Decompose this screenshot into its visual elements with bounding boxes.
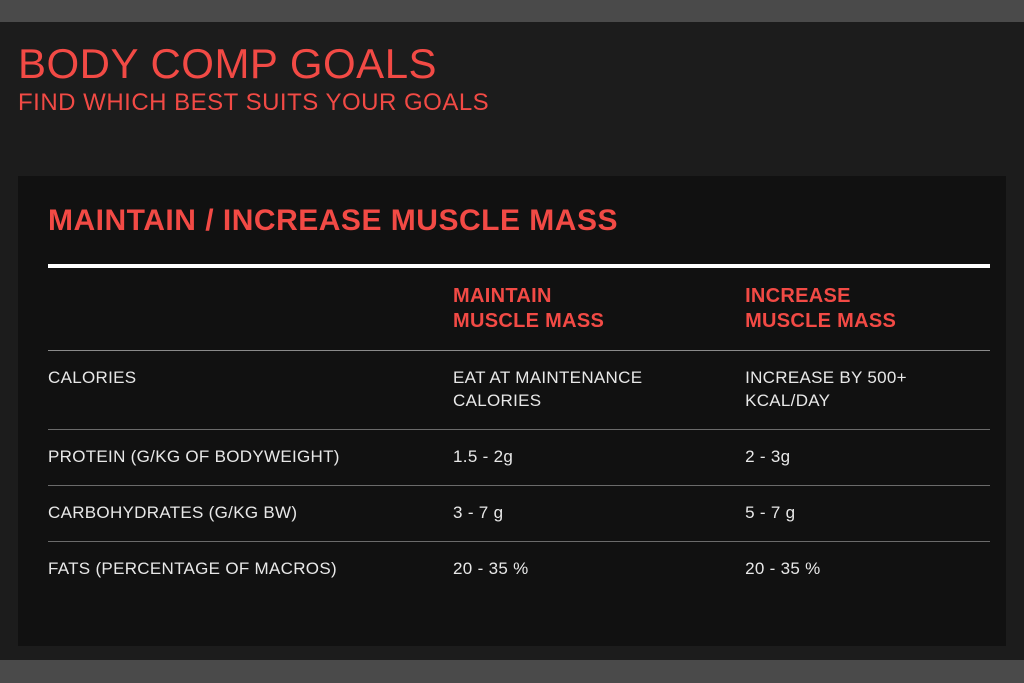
row-increase: INCREASE BY 500+ KCAL/DAY [745, 351, 990, 430]
row-label: CARBOHYDRATES (G/KG BW) [48, 486, 453, 542]
goals-panel: MAINTAIN / INCREASE MUSCLE MASS MAINTAIN… [18, 176, 1006, 646]
row-label: PROTEIN (G/KG OF BODYWEIGHT) [48, 430, 453, 486]
table-row: FATS (PERCENTAGE OF MACROS) 20 - 35 % 20… [48, 542, 990, 597]
cell-line1: EAT AT MAINTENANCE [453, 368, 642, 387]
row-maintain: 3 - 7 g [453, 486, 745, 542]
col-header-increase-l1: INCREASE [745, 285, 851, 307]
col-header-empty [48, 266, 453, 351]
row-maintain: 1.5 - 2g [453, 430, 745, 486]
table-row: PROTEIN (G/KG OF BODYWEIGHT) 1.5 - 2g 2 … [48, 430, 990, 486]
row-increase: 2 - 3g [745, 430, 990, 486]
col-header-increase-l2: MUSCLE MASS [745, 310, 896, 332]
page-title: BODY COMP GOALS [18, 42, 1006, 86]
col-header-increase: INCREASE MUSCLE MASS [745, 266, 990, 351]
cell-line1: INCREASE BY 500+ [745, 368, 907, 387]
page-subtitle: FIND WHICH BEST SUITS YOUR GOALS [18, 90, 1006, 116]
row-label: CALORIES [48, 351, 453, 430]
row-maintain: 20 - 35 % [453, 542, 745, 597]
page: BODY COMP GOALS FIND WHICH BEST SUITS YO… [0, 22, 1024, 660]
col-header-maintain-l2: MUSCLE MASS [453, 310, 604, 332]
row-label: FATS (PERCENTAGE OF MACROS) [48, 542, 453, 597]
table-row: CALORIES EAT AT MAINTENANCE CALORIES INC… [48, 351, 990, 430]
table-row: CARBOHYDRATES (G/KG BW) 3 - 7 g 5 - 7 g [48, 486, 990, 542]
outer-frame: BODY COMP GOALS FIND WHICH BEST SUITS YO… [0, 0, 1024, 683]
cell-line2: KCAL/DAY [745, 391, 830, 410]
col-header-maintain-l1: MAINTAIN [453, 285, 552, 307]
col-header-maintain: MAINTAIN MUSCLE MASS [453, 266, 745, 351]
panel-title: MAINTAIN / INCREASE MUSCLE MASS [48, 204, 990, 238]
table-header-row: MAINTAIN MUSCLE MASS INCREASE MUSCLE MAS… [48, 266, 990, 351]
goals-table: MAINTAIN MUSCLE MASS INCREASE MUSCLE MAS… [48, 264, 990, 597]
row-increase: 5 - 7 g [745, 486, 990, 542]
cell-line2: CALORIES [453, 391, 541, 410]
row-increase: 20 - 35 % [745, 542, 990, 597]
row-maintain: EAT AT MAINTENANCE CALORIES [453, 351, 745, 430]
